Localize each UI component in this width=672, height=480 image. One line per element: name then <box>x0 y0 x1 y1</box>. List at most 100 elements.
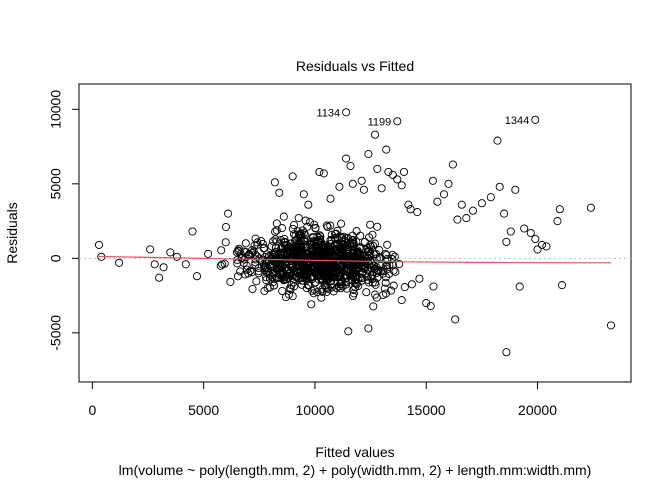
data-point <box>321 267 330 276</box>
data-point <box>367 273 376 282</box>
data-point <box>353 275 362 284</box>
data-point <box>495 182 504 191</box>
data-point <box>531 234 540 244</box>
data-point <box>606 321 616 330</box>
data-point <box>252 277 261 286</box>
data-point <box>393 117 402 126</box>
data-point <box>304 200 313 209</box>
data-point <box>251 260 260 269</box>
data-point <box>383 265 392 274</box>
data-point <box>318 287 327 296</box>
data-point <box>262 275 271 285</box>
data-point <box>533 245 542 254</box>
data-point <box>366 241 375 250</box>
data-point <box>357 176 366 185</box>
data-point <box>267 259 276 268</box>
data-point <box>297 266 306 275</box>
data-point <box>299 190 308 199</box>
data-point <box>291 231 300 240</box>
data-point <box>500 209 509 218</box>
y-axis: -5000 0 5000 10000 <box>48 90 80 351</box>
data-point <box>384 167 393 176</box>
data-point <box>542 242 551 251</box>
data-point <box>397 296 406 305</box>
data-point <box>393 175 402 184</box>
data-point <box>284 290 293 299</box>
chart-title: Residuals vs Fitted <box>296 58 414 74</box>
data-point <box>296 229 305 238</box>
data-point <box>359 185 368 194</box>
data-point <box>382 250 391 260</box>
data-point <box>345 239 355 248</box>
data-point <box>515 282 524 291</box>
data-point <box>502 348 511 357</box>
data-point <box>335 232 344 241</box>
data-point <box>204 249 213 258</box>
data-point <box>261 264 270 273</box>
data-point <box>259 244 268 253</box>
data-point <box>299 270 308 279</box>
data-point <box>265 283 274 292</box>
data-point <box>373 266 382 275</box>
data-point <box>276 248 285 257</box>
data-point <box>356 231 365 240</box>
data-point <box>457 200 466 209</box>
x-tick-label: 10000 <box>295 402 334 418</box>
data-point <box>150 260 159 269</box>
data-point <box>319 169 328 178</box>
data-point <box>172 252 181 261</box>
x-tick-label: 0 <box>88 402 96 418</box>
data-point <box>364 324 373 333</box>
data-point <box>293 227 302 236</box>
data-point <box>383 240 392 249</box>
data-point <box>399 167 409 176</box>
data-point <box>332 273 341 282</box>
data-point <box>257 256 266 265</box>
data-point <box>586 203 595 212</box>
data-point <box>220 259 229 268</box>
data-point <box>317 274 326 283</box>
data-point <box>317 293 326 302</box>
data-point <box>274 251 283 260</box>
data-point <box>352 227 361 236</box>
data-point <box>267 242 276 251</box>
data-point <box>520 224 529 233</box>
data-point <box>380 284 389 293</box>
point-labels: 1134 1199 1344 <box>316 107 529 128</box>
smoother-line <box>98 255 611 264</box>
data-point <box>166 248 175 257</box>
data-point <box>270 178 279 187</box>
data-point <box>288 261 297 270</box>
data-point <box>331 249 340 258</box>
data-point <box>355 243 365 252</box>
data-point <box>278 254 287 263</box>
data-point <box>426 301 435 311</box>
data-point <box>557 281 567 290</box>
data-point <box>349 273 358 282</box>
data-point <box>348 291 358 301</box>
data-point <box>315 167 324 176</box>
data-point <box>406 205 415 214</box>
data-point <box>272 237 281 246</box>
data-point <box>415 274 424 283</box>
x-axis-label: Fitted values <box>315 444 394 460</box>
data-point <box>439 190 449 199</box>
y-tick-label: 10000 <box>48 90 64 129</box>
data-point <box>373 164 382 173</box>
data-point <box>258 239 267 249</box>
data-point <box>429 282 438 291</box>
data-point <box>349 262 358 271</box>
data-point <box>349 239 358 249</box>
data-point <box>555 205 564 214</box>
data-point <box>344 245 353 254</box>
data-point <box>221 238 230 247</box>
data-point <box>332 245 341 254</box>
data-point <box>493 136 502 145</box>
point-label: 1344 <box>505 115 529 127</box>
y-axis-label: Residuals <box>4 202 20 263</box>
data-point <box>374 267 383 276</box>
data-point <box>368 278 377 287</box>
data-point <box>327 247 336 257</box>
data-point <box>288 172 297 181</box>
data-point <box>262 273 271 282</box>
